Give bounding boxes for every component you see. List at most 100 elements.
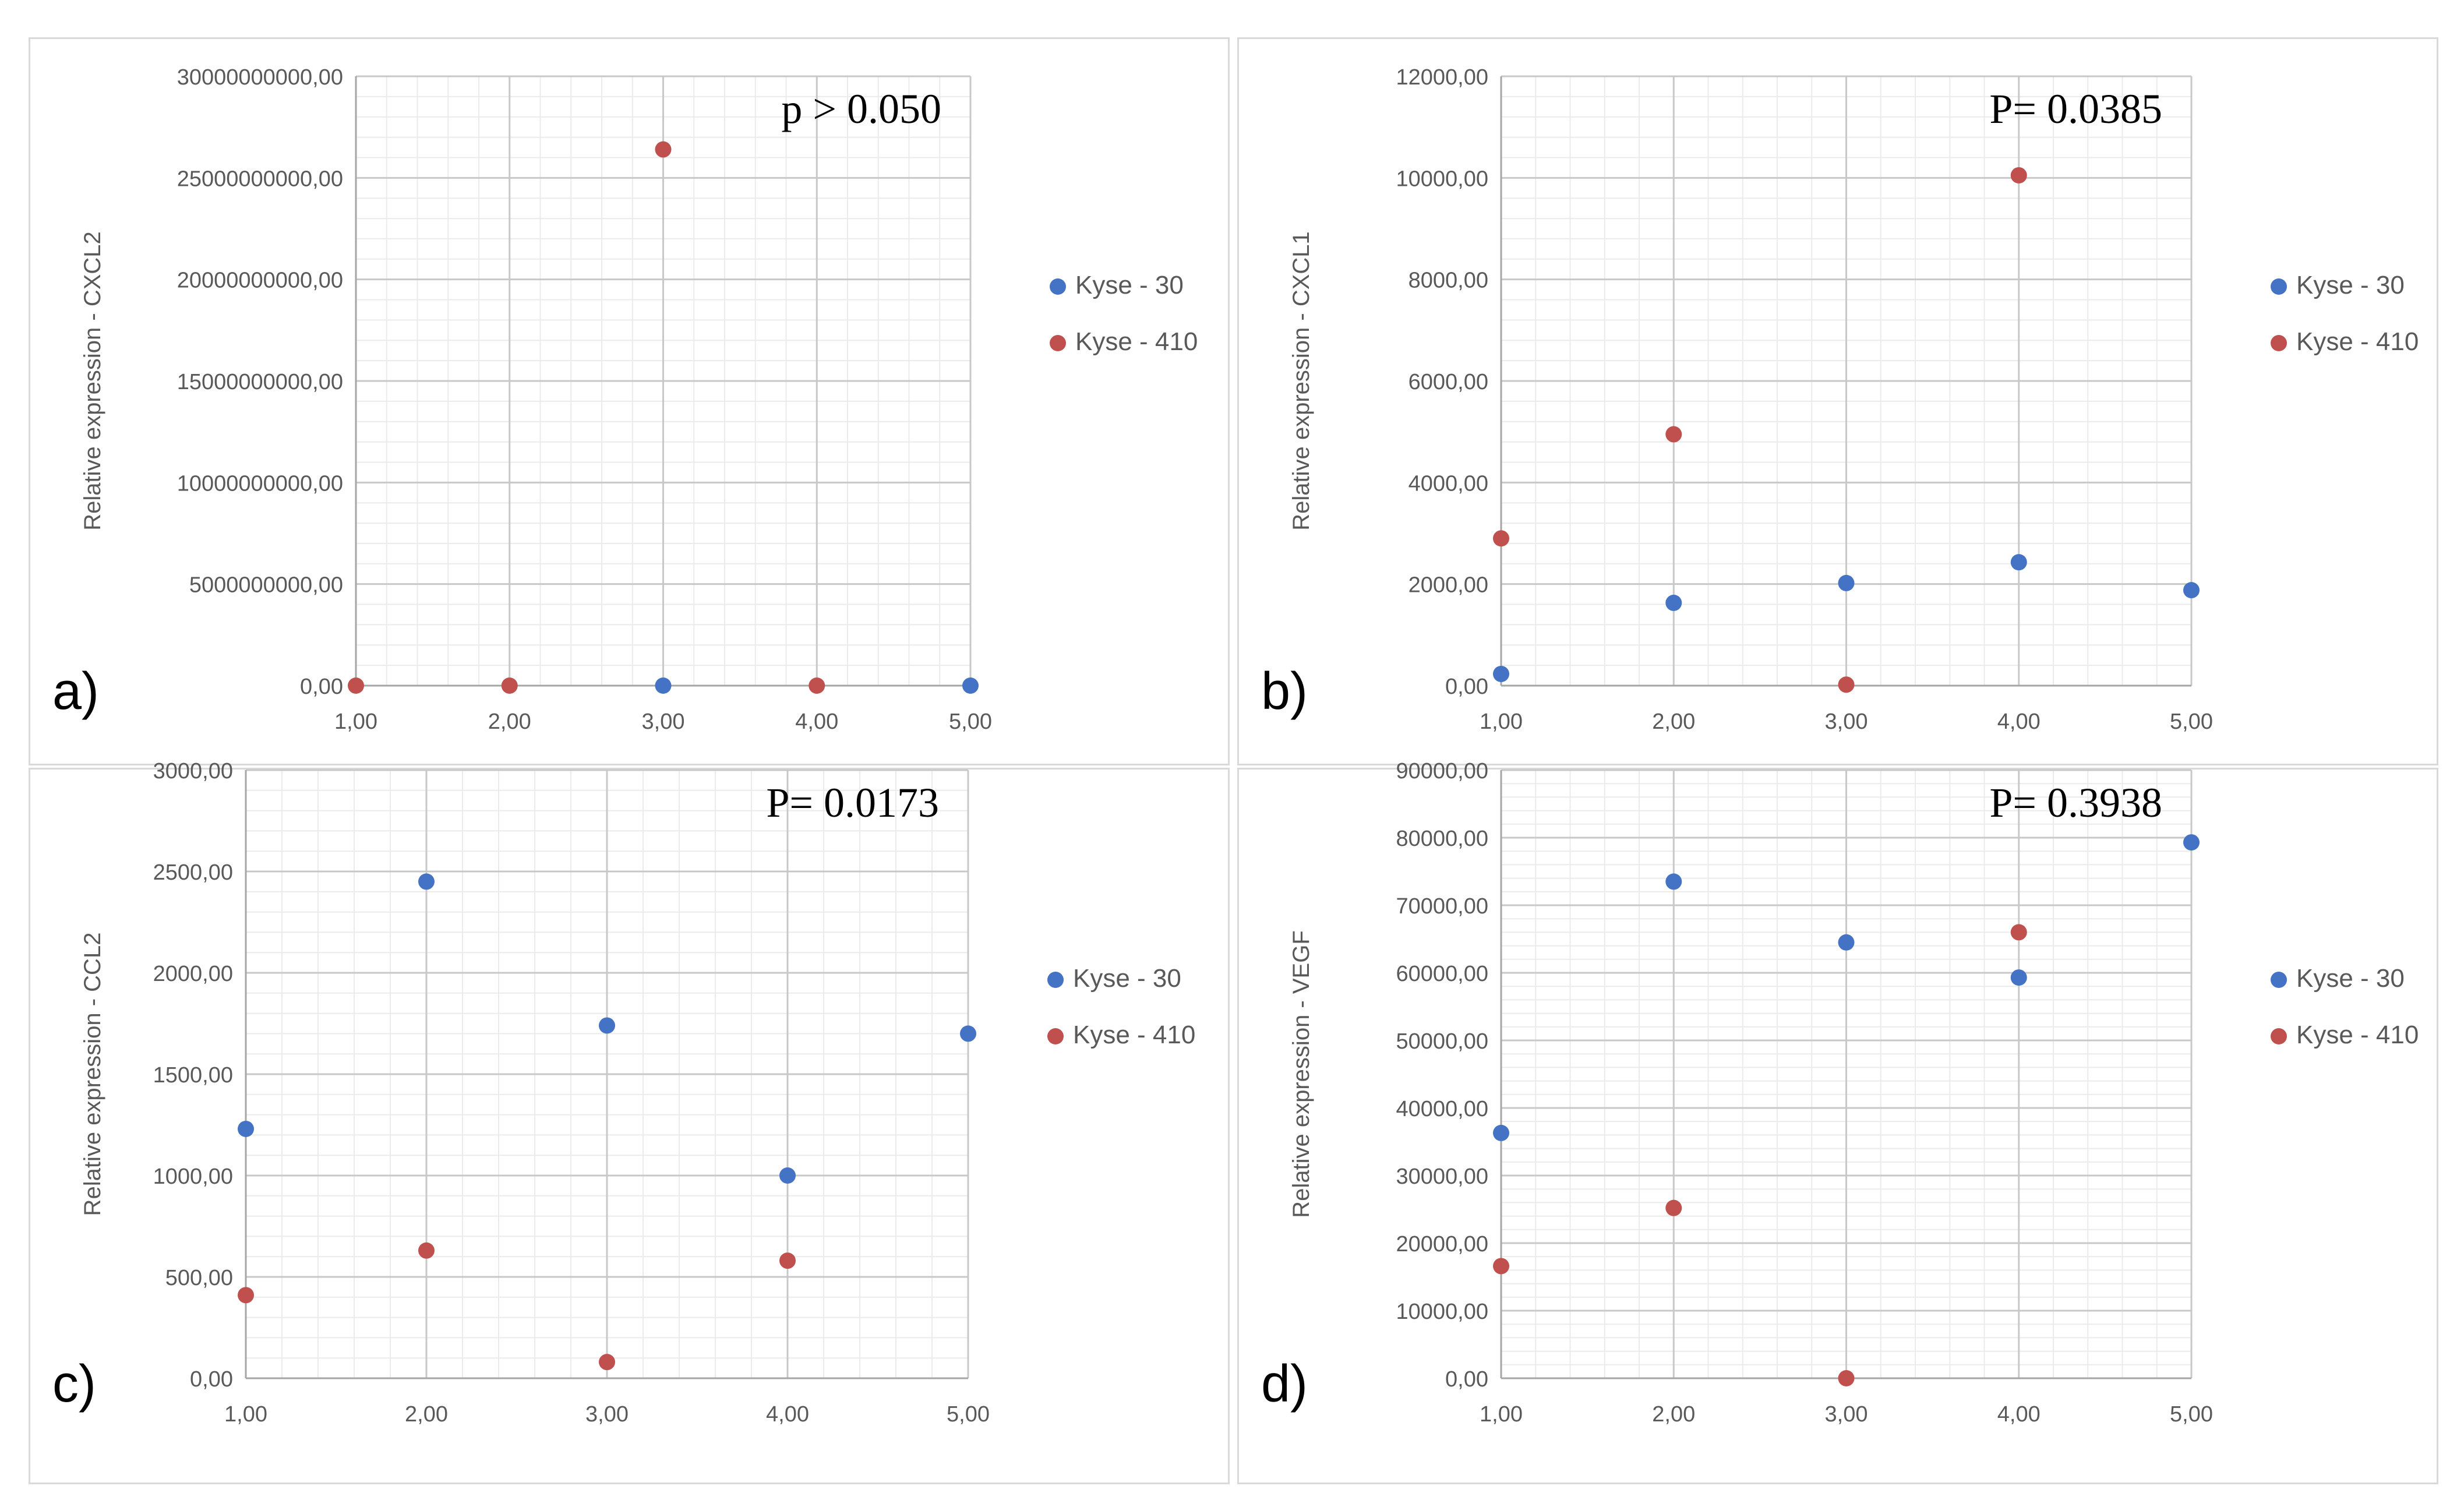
- legend-marker: [1047, 972, 1064, 988]
- y-tick-label: 3000,00: [153, 759, 233, 784]
- x-tick-label: 5,00: [2170, 1402, 2213, 1427]
- y-axis-title: Relative expression - CXCL1: [1289, 231, 1314, 531]
- data-point-kyse-30: [1665, 594, 1682, 611]
- y-tick-label: 15000000000,00: [177, 370, 343, 394]
- data-point-kyse-30: [655, 677, 672, 694]
- data-point-kyse-410: [501, 677, 518, 694]
- y-tick-label: 10000,00: [1396, 1300, 1489, 1324]
- chart-panel-b: 0,00 2000,00 4000,00 6000,00 8000,00 10000,00…: [1237, 37, 2438, 765]
- y-tick-label: 20000000000,00: [177, 269, 343, 293]
- legend-marker: [2271, 1028, 2287, 1044]
- x-tick-label: 4,00: [1997, 1402, 2041, 1427]
- data-point-kyse-30: [779, 1167, 796, 1184]
- data-point-kyse-410: [655, 141, 672, 158]
- legend-label: Kyse - 30: [1075, 271, 1184, 299]
- data-point-kyse-30: [2010, 554, 2027, 571]
- y-tick-label: 10000000000,00: [177, 471, 343, 496]
- data-point-kyse-410: [1838, 1370, 1855, 1386]
- y-tick-label: 2000,00: [153, 962, 233, 986]
- data-point-kyse-410: [1493, 1258, 1509, 1275]
- chart-c-svg: 0,00 500,00 1000,00 1500,00 2000,00 2500,00 30…: [52, 759, 1195, 1427]
- x-tick-label: 3,00: [1825, 710, 1868, 734]
- data-point-kyse-410: [1838, 676, 1855, 693]
- data-point-kyse-410: [2010, 167, 2027, 183]
- y-tick-label: 500,00: [165, 1266, 233, 1290]
- y-tick-label: 30000,00: [1396, 1164, 1489, 1189]
- data-point-kyse-410: [1665, 1199, 1682, 1216]
- y-tick-label: 40000,00: [1396, 1097, 1489, 1121]
- panel-label: a): [52, 662, 99, 721]
- y-tick-label: 50000,00: [1396, 1029, 1489, 1054]
- data-point-kyse-30: [960, 1025, 976, 1042]
- x-tick-label: 4,00: [766, 1402, 809, 1427]
- p-value-annotation: P= 0.3938: [1989, 779, 2162, 826]
- y-axis-title: Relative expression - CXCL2: [80, 231, 105, 531]
- chart-panel-c: 0,00 500,00 1000,00 1500,00 2000,00 2500,00 30…: [29, 759, 1230, 1484]
- p-value-annotation: p > 0.050: [781, 86, 941, 132]
- data-point-kyse-30: [1838, 574, 1855, 591]
- y-tick-label: 5000000000,00: [189, 573, 343, 598]
- panel-label: c): [52, 1355, 96, 1413]
- y-tick-label: 30000000000,00: [177, 65, 343, 90]
- y-tick-label: 1500,00: [153, 1063, 233, 1088]
- data-point-kyse-30: [1665, 873, 1682, 890]
- y-tick-label: 25000000000,00: [177, 167, 343, 191]
- data-point-kyse-410: [779, 1252, 796, 1269]
- legend-marker: [2271, 972, 2287, 988]
- data-point-kyse-410: [599, 1354, 615, 1371]
- y-tick-label: 1000,00: [153, 1164, 233, 1189]
- x-tick-label: 1,00: [1480, 1402, 1523, 1427]
- x-tick-label: 1,00: [1480, 710, 1523, 734]
- x-tick-label: 4,00: [795, 710, 838, 734]
- data-point-kyse-30: [1493, 665, 1509, 682]
- legend-marker: [2271, 335, 2287, 351]
- data-point-kyse-30: [238, 1120, 254, 1137]
- legend-label: Kyse - 30: [2296, 271, 2405, 299]
- legend-label: Kyse - 410: [2296, 327, 2419, 356]
- x-tick-label: 3,00: [642, 710, 685, 734]
- legend-label: Kyse - 30: [1073, 964, 1181, 993]
- p-value-annotation: P= 0.0385: [1989, 86, 2162, 132]
- data-point-kyse-30: [962, 677, 979, 694]
- chart-b-svg: 0,00 2000,00 4000,00 6000,00 8000,00 10000,00…: [1261, 65, 2419, 734]
- panel-label: d): [1261, 1355, 1308, 1413]
- y-tick-label: 80000,00: [1396, 827, 1489, 851]
- x-tick-label: 5,00: [949, 710, 992, 734]
- y-tick-label: 0,00: [1445, 675, 1488, 699]
- chart-a-svg: 0,00 5000000000,00 10000000000,00 150000000…: [52, 65, 1198, 734]
- chart-panel-a: 0,00 5000000000,00 10000000000,00 150000000…: [29, 37, 1230, 765]
- legend-label: Kyse - 410: [2296, 1021, 2419, 1049]
- data-point-kyse-410: [809, 677, 825, 694]
- data-point-kyse-30: [418, 873, 435, 890]
- y-axis-title: Relative expression - VEGF: [1289, 930, 1314, 1218]
- legend-label: Kyse - 410: [1075, 327, 1198, 356]
- y-tick-label: 0,00: [1445, 1367, 1488, 1392]
- x-tick-label: 3,00: [585, 1402, 629, 1427]
- y-tick-label: 0,00: [190, 1367, 233, 1392]
- x-tick-label: 2,00: [1652, 710, 1695, 734]
- data-point-kyse-410: [2010, 924, 2027, 941]
- data-point-kyse-30: [2183, 582, 2200, 599]
- legend-marker: [1050, 335, 1066, 351]
- chart-panel-d: 0,00 10000,00 20000,00 30000,00 40000,00 5000…: [1237, 759, 2438, 1484]
- data-point-kyse-410: [348, 677, 364, 694]
- p-value-annotation: P= 0.0173: [766, 779, 939, 826]
- y-tick-label: 70000,00: [1396, 894, 1489, 919]
- data-point-kyse-410: [1665, 426, 1682, 443]
- legend-label: Kyse - 410: [1073, 1021, 1195, 1049]
- legend-marker: [2271, 278, 2287, 295]
- x-tick-label: 2,00: [405, 1402, 448, 1427]
- y-tick-label: 2000,00: [1408, 573, 1488, 598]
- data-point-kyse-30: [2183, 834, 2200, 851]
- data-point-kyse-410: [418, 1242, 435, 1259]
- data-point-kyse-30: [599, 1017, 615, 1034]
- x-tick-label: 4,00: [1997, 710, 2041, 734]
- panel-label: b): [1261, 662, 1308, 721]
- x-tick-label: 5,00: [2170, 710, 2213, 734]
- data-point-kyse-30: [1838, 934, 1855, 951]
- y-tick-label: 2500,00: [153, 860, 233, 885]
- data-point-kyse-410: [238, 1287, 254, 1304]
- y-tick-label: 8000,00: [1408, 269, 1488, 293]
- x-tick-label: 1,00: [224, 1402, 267, 1427]
